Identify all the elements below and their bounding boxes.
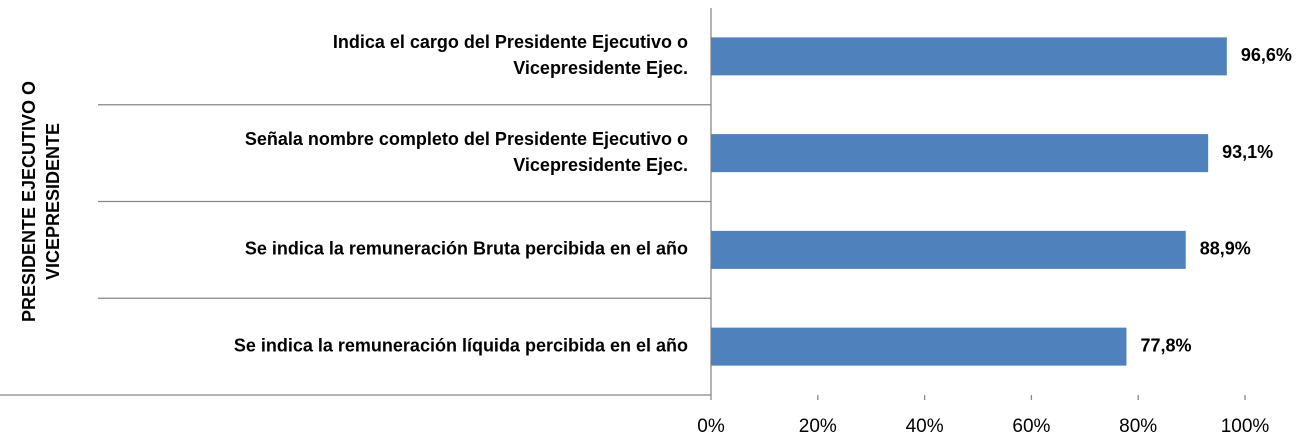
category-label: Señala nombre completo del Presidente Ej… — [245, 129, 688, 149]
group-label: VICEPRESIDENTE — [43, 123, 63, 280]
bar — [711, 230, 1186, 269]
x-tick-label: 40% — [906, 416, 944, 437]
x-tick-label: 60% — [1012, 416, 1050, 437]
value-label: 96,6% — [1241, 45, 1292, 65]
x-tick-label: 80% — [1119, 416, 1157, 437]
value-label: 93,1% — [1222, 142, 1273, 162]
x-tick-label: 20% — [799, 416, 837, 437]
x-tick-label: 100% — [1221, 416, 1270, 437]
bar — [711, 134, 1209, 173]
bar — [711, 37, 1227, 76]
category-label: Se indica la remuneración líquida percib… — [234, 335, 688, 355]
category-label: Indica el cargo del Presidente Ejecutivo… — [333, 32, 688, 52]
category-label: Se indica la remuneración Bruta percibid… — [245, 239, 688, 259]
category-label: Vicepresidente Ejec. — [513, 155, 688, 175]
value-label: 88,9% — [1200, 239, 1251, 259]
category-label: Vicepresidente Ejec. — [513, 58, 688, 78]
group-label: PRESIDENTE EJECUTIVO O — [19, 81, 39, 322]
bar — [711, 327, 1127, 366]
x-tick-label: 0% — [697, 416, 725, 437]
value-label: 77,8% — [1140, 335, 1191, 355]
